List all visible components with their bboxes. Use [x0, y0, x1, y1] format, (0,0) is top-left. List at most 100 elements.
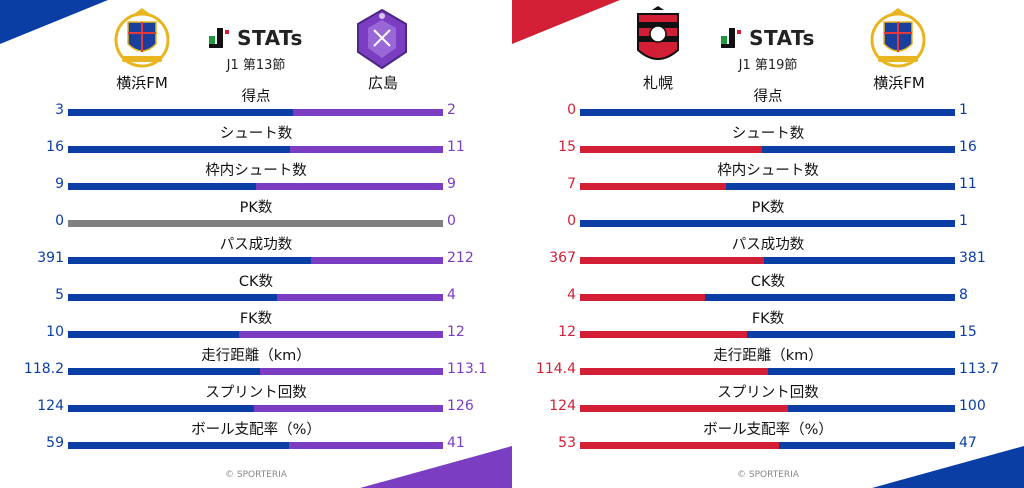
home-stat-value: 12 — [558, 324, 576, 340]
jleague-mark-icon — [209, 28, 230, 48]
home-stat-bar — [580, 183, 726, 190]
stat-label: パス成功数 — [219, 237, 293, 253]
away-stat-value: 8 — [959, 287, 968, 303]
home-stat-value: 124 — [549, 398, 576, 414]
home-stat-bar — [68, 183, 256, 190]
home-stat-value: 0 — [55, 213, 64, 229]
stats-panel-left: STATs J1 第13節 横浜FM 広島 得点 3 2 シュート数 16 11 枠内シュー… — [0, 0, 512, 488]
stat-label: スプリント回数 — [205, 385, 307, 401]
away-stat-value: 9 — [447, 176, 456, 192]
away-stat-bar — [580, 220, 955, 227]
away-stat-value: 1 — [959, 213, 968, 229]
away-stat-bar — [290, 146, 443, 153]
home-stat-bar — [580, 257, 764, 264]
brand-header: STATs — [512, 26, 1024, 50]
top-left-decoration — [512, 0, 620, 44]
stat-label: CK数 — [238, 274, 274, 290]
home-stat-value: 9 — [55, 176, 64, 192]
away-team-name: 広島 — [367, 74, 398, 92]
home-stat-value: 3 — [55, 102, 64, 118]
away-stat-value: 4 — [447, 287, 456, 303]
home-stat-value: 5 — [55, 287, 64, 303]
brand-title: STATs — [749, 26, 815, 50]
stat-label: PK数 — [751, 200, 785, 216]
stat-label: FK数 — [751, 311, 785, 327]
bottom-right-decoration — [360, 446, 512, 488]
sapporo-crest-icon — [637, 6, 679, 60]
away-stat-bar — [289, 442, 443, 449]
away-team-logo — [352, 6, 412, 72]
home-stat-bar — [68, 146, 290, 153]
away-stat-value: 212 — [447, 250, 474, 266]
away-stat-bar — [788, 405, 955, 412]
home-stat-value: 59 — [46, 435, 64, 451]
stat-label: 枠内シュート数 — [205, 163, 307, 179]
away-stat-bar — [254, 405, 443, 412]
away-stat-value: 0 — [447, 213, 456, 229]
stat-label: 走行距離（km） — [201, 348, 311, 364]
away-stat-bar — [260, 368, 443, 375]
jleague-mark-icon — [721, 28, 742, 48]
away-stat-bar — [256, 183, 443, 190]
away-stat-bar — [764, 257, 955, 264]
hiroshima-crest-icon — [357, 8, 407, 70]
away-stat-bar — [705, 294, 955, 301]
stat-label: 得点 — [753, 89, 783, 105]
brand-header: STATs — [0, 26, 512, 50]
stat-label: ボール支配率（%） — [703, 422, 833, 438]
home-stat-value: 53 — [558, 435, 576, 451]
away-stat-bar — [726, 183, 955, 190]
away-stat-bar — [293, 109, 443, 116]
home-team-logo — [112, 6, 172, 72]
stat-label: CK数 — [750, 274, 786, 290]
neutral-stat-bar — [68, 220, 443, 227]
away-team-logo — [868, 6, 928, 72]
away-stat-bar — [747, 331, 955, 338]
home-stat-bar — [68, 294, 277, 301]
home-stat-value: 0 — [567, 213, 576, 229]
away-stat-value: 12 — [447, 324, 465, 340]
stats-panel-right: STATs J1 第19節 札幌 横浜FM 得点 0 1 シュート数 15 16 枠内シュー… — [512, 0, 1024, 488]
away-stat-bar — [239, 331, 443, 338]
home-stat-value: 16 — [46, 139, 64, 155]
home-stat-value: 124 — [37, 398, 64, 414]
away-stat-value: 16 — [959, 139, 977, 155]
home-stat-bar — [68, 331, 239, 338]
stat-label: 走行距離（km） — [713, 348, 823, 364]
away-stat-bar — [311, 257, 443, 264]
stat-label: 枠内シュート数 — [717, 163, 819, 179]
away-stat-value: 15 — [959, 324, 977, 340]
yokohama-crest-icon — [114, 8, 170, 68]
away-team-name: 横浜FM — [873, 74, 925, 92]
brand-title: STATs — [237, 26, 303, 50]
stat-label: シュート数 — [219, 126, 293, 142]
top-left-decoration — [0, 0, 108, 44]
away-stat-value: 11 — [447, 139, 465, 155]
away-stat-bar — [277, 294, 443, 301]
round-label: J1 第19節 — [738, 58, 798, 73]
away-stat-value: 113.1 — [447, 361, 488, 377]
home-team-logo — [628, 6, 688, 72]
bottom-right-decoration — [872, 446, 1024, 488]
home-stat-value: 15 — [558, 139, 576, 155]
away-stat-bar — [580, 109, 955, 116]
stat-label: FK数 — [239, 311, 273, 327]
home-stat-bar — [580, 294, 705, 301]
away-stat-value: 100 — [959, 398, 986, 414]
stat-label: スプリント回数 — [717, 385, 819, 401]
away-stat-bar — [768, 368, 955, 375]
home-stat-value: 367 — [549, 250, 576, 266]
home-stat-value: 7 — [567, 176, 576, 192]
stat-label: ボール支配率（%） — [191, 422, 321, 438]
away-stat-bar — [779, 442, 955, 449]
home-stat-bar — [68, 368, 260, 375]
stat-label: シュート数 — [731, 126, 805, 142]
home-team-name: 横浜FM — [116, 74, 168, 92]
home-stat-value: 118.2 — [23, 361, 64, 377]
away-stat-value: 47 — [959, 435, 977, 451]
stat-label: 得点 — [241, 89, 271, 105]
home-stat-bar — [580, 331, 747, 338]
away-stat-value: 11 — [959, 176, 977, 192]
home-stat-bar — [68, 109, 293, 116]
home-team-name: 札幌 — [642, 74, 673, 92]
